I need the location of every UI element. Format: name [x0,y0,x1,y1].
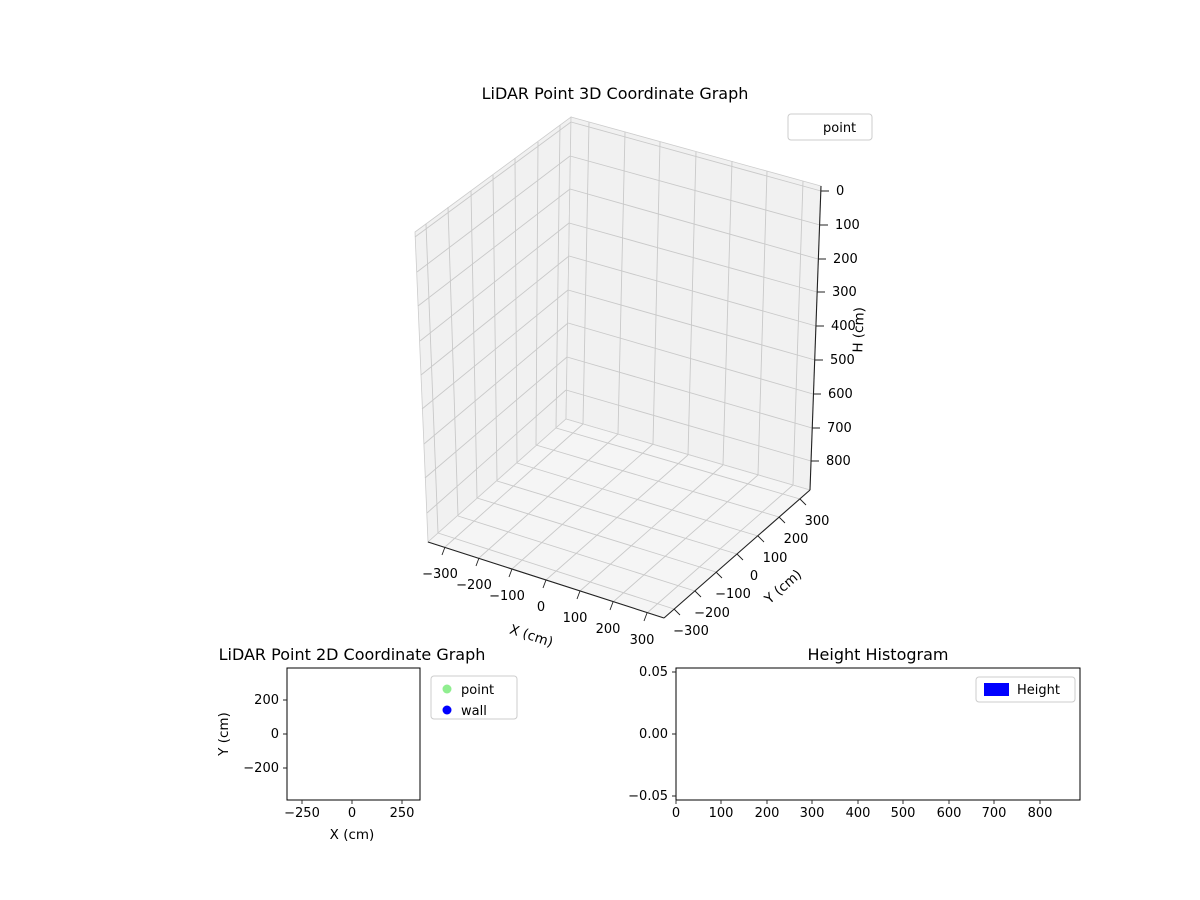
y-axis-label: Y (cm) [216,712,232,757]
x-axis-label: X (cm) [330,827,375,843]
x-tick-label: 0 [672,806,680,821]
y-tick-label: 0 [750,569,758,584]
plot3d-title: LiDAR Point 3D Coordinate Graph [482,84,749,103]
y-tick-label: 300 [805,514,830,529]
plot2d-axes [286,667,421,801]
plot3d-legend: point [787,113,873,141]
histogram: Height Histogram 0 100 200 300 400 500 6… [628,645,1081,821]
plot2d: LiDAR Point 2D Coordinate Graph −250 0 2… [216,645,518,843]
x-tick-label: −250 [284,806,320,821]
z-tick-label: 700 [827,421,852,436]
z-tick-marks [811,190,829,462]
plot2d-x-tick-marks [301,800,403,804]
y-tick-label: 0.05 [639,665,668,680]
x-tick-label: 100 [563,611,588,626]
x-tick-label: 300 [800,806,825,821]
y-tick-label: 100 [763,551,788,566]
legend-label-point: point [823,121,856,136]
x-tick-label: 100 [709,806,734,821]
z-tick-label: 300 [832,285,857,300]
point-marker-icon [442,684,452,694]
grid-floor-y-lines [437,427,801,610]
x-tick-label: −100 [489,589,525,604]
y-tick-label: 200 [784,532,809,547]
z-tick-label: 100 [835,218,860,233]
y-tick-label: −200 [694,606,730,621]
legend-label-height: Height [1017,683,1060,698]
y-tick-label: 0 [271,727,279,742]
y-tick-label: −200 [243,761,279,776]
x-tick-label: 200 [755,806,780,821]
x-tick-label: 700 [982,806,1007,821]
x-tick-label: 800 [1028,806,1053,821]
x-tick-label: 500 [891,806,916,821]
x-tick-marks [441,546,648,622]
y-tick-label: −100 [715,587,751,602]
y-tick-marks [673,498,807,616]
z-tick-label: 600 [828,387,853,402]
y-tick-label: 0.00 [639,727,668,742]
x-tick-label: 0 [348,806,356,821]
plot3d: LiDAR Point 3D Coordinate Graph −300 −20… [414,84,873,651]
x-tick-label: 0 [537,600,545,615]
grid-right-wall-x-lines [582,121,804,486]
hist-y-tick-marks [672,671,676,797]
x-tick-label: 300 [630,633,655,648]
x-tick-label: 400 [846,806,871,821]
x-tick-label: 250 [390,806,415,821]
x-tick-label: 600 [937,806,962,821]
y-tick-label: 200 [254,693,279,708]
y-tick-label: −0.05 [628,789,668,804]
grid-left-wall-y-lines [425,124,561,534]
z-axis-label: H (cm) [850,307,868,353]
plot2d-title: LiDAR Point 2D Coordinate Graph [219,645,486,664]
histogram-legend: Height [975,676,1076,703]
z-tick-label: 200 [833,252,858,267]
x-tick-label: −300 [422,567,458,582]
wall-marker-icon [442,705,452,715]
hist-x-tick-marks [675,800,1041,804]
y-tick-label: −300 [673,624,709,639]
z-tick-label: 0 [836,184,844,199]
z-axis-spine [809,185,822,491]
legend-frame [787,113,873,141]
x-axis-label: X (cm) [508,622,555,651]
legend-label-wall: wall [461,704,487,719]
x-tick-label: 200 [596,622,621,637]
x-tick-label: −200 [456,578,492,593]
histogram-title: Height Histogram [808,645,949,664]
y-axis-label: Y (cm) [761,567,805,608]
z-tick-label: 400 [831,319,856,334]
z-tick-label: 800 [826,454,851,469]
plot2d-legend: point wall [430,675,518,720]
height-swatch-icon [984,683,1009,696]
z-tick-label: 500 [830,353,855,368]
legend-label-point: point [461,683,494,698]
plot2d-y-tick-marks [283,699,287,769]
legend-frame [430,675,518,720]
